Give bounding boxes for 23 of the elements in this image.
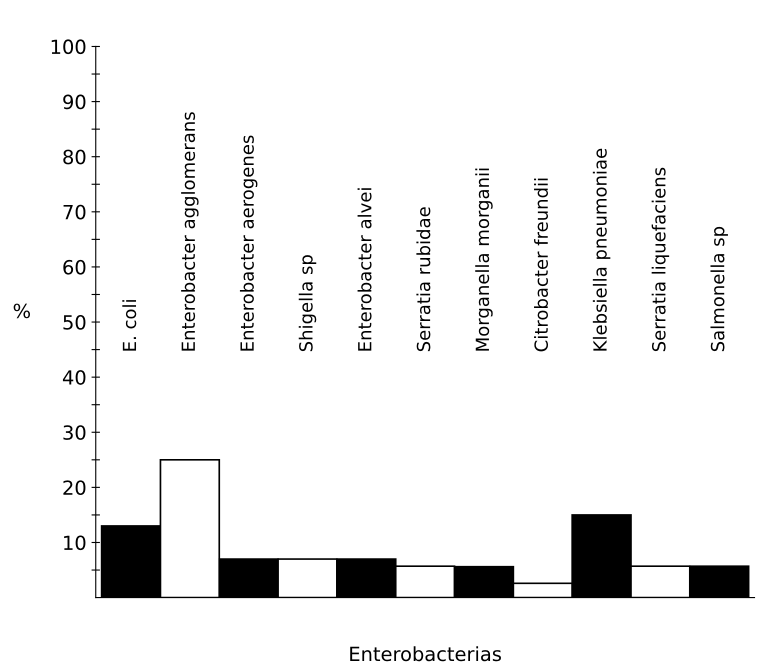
x-axis-title: Enterobacterias bbox=[350, 646, 501, 662]
y-tick-label: 10 bbox=[64, 535, 86, 550]
y-axis-title: % bbox=[14, 304, 30, 318]
x-tick-label: Enterobacter agglomerans bbox=[181, 112, 199, 351]
x-tick-label: Serratia rubidae bbox=[416, 207, 430, 352]
x-tick-label: Citrobacter freundii bbox=[534, 178, 548, 352]
x-tick-label: Shigella sp bbox=[298, 255, 316, 352]
x-tick-label: E. coli bbox=[122, 300, 136, 351]
y-tick-label: 80 bbox=[63, 150, 86, 164]
y-tick-label: 60 bbox=[63, 260, 86, 275]
x-tick-label: Klebsiella pneumoniae bbox=[592, 148, 610, 351]
x-tick-label: Enterobacter alvei bbox=[358, 188, 372, 351]
x-tick-label: Salmonella sp bbox=[710, 226, 728, 352]
y-tick-label: 40 bbox=[62, 370, 86, 385]
x-tick-label: Enterobacter aerogenes bbox=[240, 136, 258, 351]
y-tick-label: 50 bbox=[63, 314, 86, 330]
y-tick-label: 30 bbox=[63, 425, 86, 440]
x-tick-label: Serratia liquefaciens bbox=[652, 168, 670, 352]
x-tick-label: Morganella morganii bbox=[475, 168, 493, 351]
y-tick-label: 70 bbox=[64, 204, 86, 220]
y-tick-label: 90 bbox=[63, 94, 86, 110]
y-tick-label: 20 bbox=[63, 480, 86, 496]
y-tick-label: 100 bbox=[52, 39, 86, 54]
